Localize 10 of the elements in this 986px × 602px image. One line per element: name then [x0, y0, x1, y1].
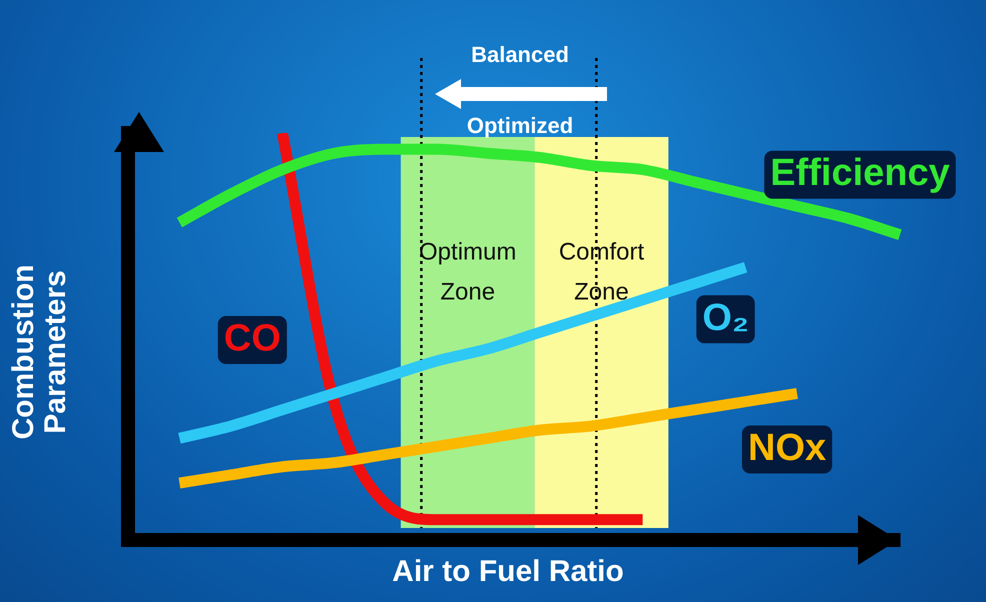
- series-label: CO: [224, 317, 281, 360]
- text: Balanced: [470, 42, 570, 68]
- series-label: Efficiency: [770, 152, 950, 194]
- series-label: NOx: [748, 426, 826, 469]
- annotation: Optimum Zone: [419, 238, 516, 306]
- series-label: O₂: [702, 296, 749, 339]
- annotation: Comfort Zone: [558, 238, 644, 306]
- y-axis-title: Combustion Parameters: [7, 264, 72, 442]
- x-axis-title: Air to Fuel Ratio: [391, 555, 625, 589]
- annotation: Optimized: [466, 113, 574, 139]
